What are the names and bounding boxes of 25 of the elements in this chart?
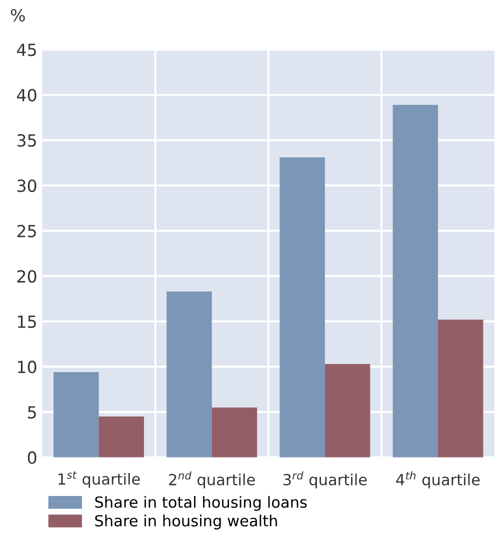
x-tick-label: 2$^{nd}$ quartile xyxy=(169,471,255,488)
y-axis-title: % xyxy=(10,8,25,22)
bar xyxy=(54,372,99,458)
bar xyxy=(438,320,484,458)
x-tick-label: 4$^{th}$ quartile xyxy=(396,471,480,488)
bar xyxy=(166,292,212,458)
bar xyxy=(280,157,325,458)
bar xyxy=(324,364,370,458)
y-tick-label: 15 xyxy=(18,316,36,328)
bar xyxy=(98,416,144,458)
y-tick-label: 35 xyxy=(17,134,36,147)
y-tick-label: 10 xyxy=(18,360,36,374)
legend-label: Share in total housing loans xyxy=(95,496,307,511)
x-tick-label: 1$^{st}$ quartile xyxy=(58,471,140,488)
bar xyxy=(212,407,258,458)
x-tick-label: 3$^{rd}$ quartile xyxy=(283,471,367,488)
y-tick-label: 5 xyxy=(28,406,36,419)
y-tick-label: 30 xyxy=(17,179,36,192)
y-tick-label: 0 xyxy=(28,451,36,464)
y-tick-label: 20 xyxy=(17,270,36,283)
legend-label: Share in housing wealth xyxy=(95,514,277,530)
y-tick-label: 40 xyxy=(16,88,36,102)
y-tick-label: 45 xyxy=(16,44,36,56)
bar xyxy=(392,104,438,458)
y-tick-label: 25 xyxy=(17,224,36,238)
